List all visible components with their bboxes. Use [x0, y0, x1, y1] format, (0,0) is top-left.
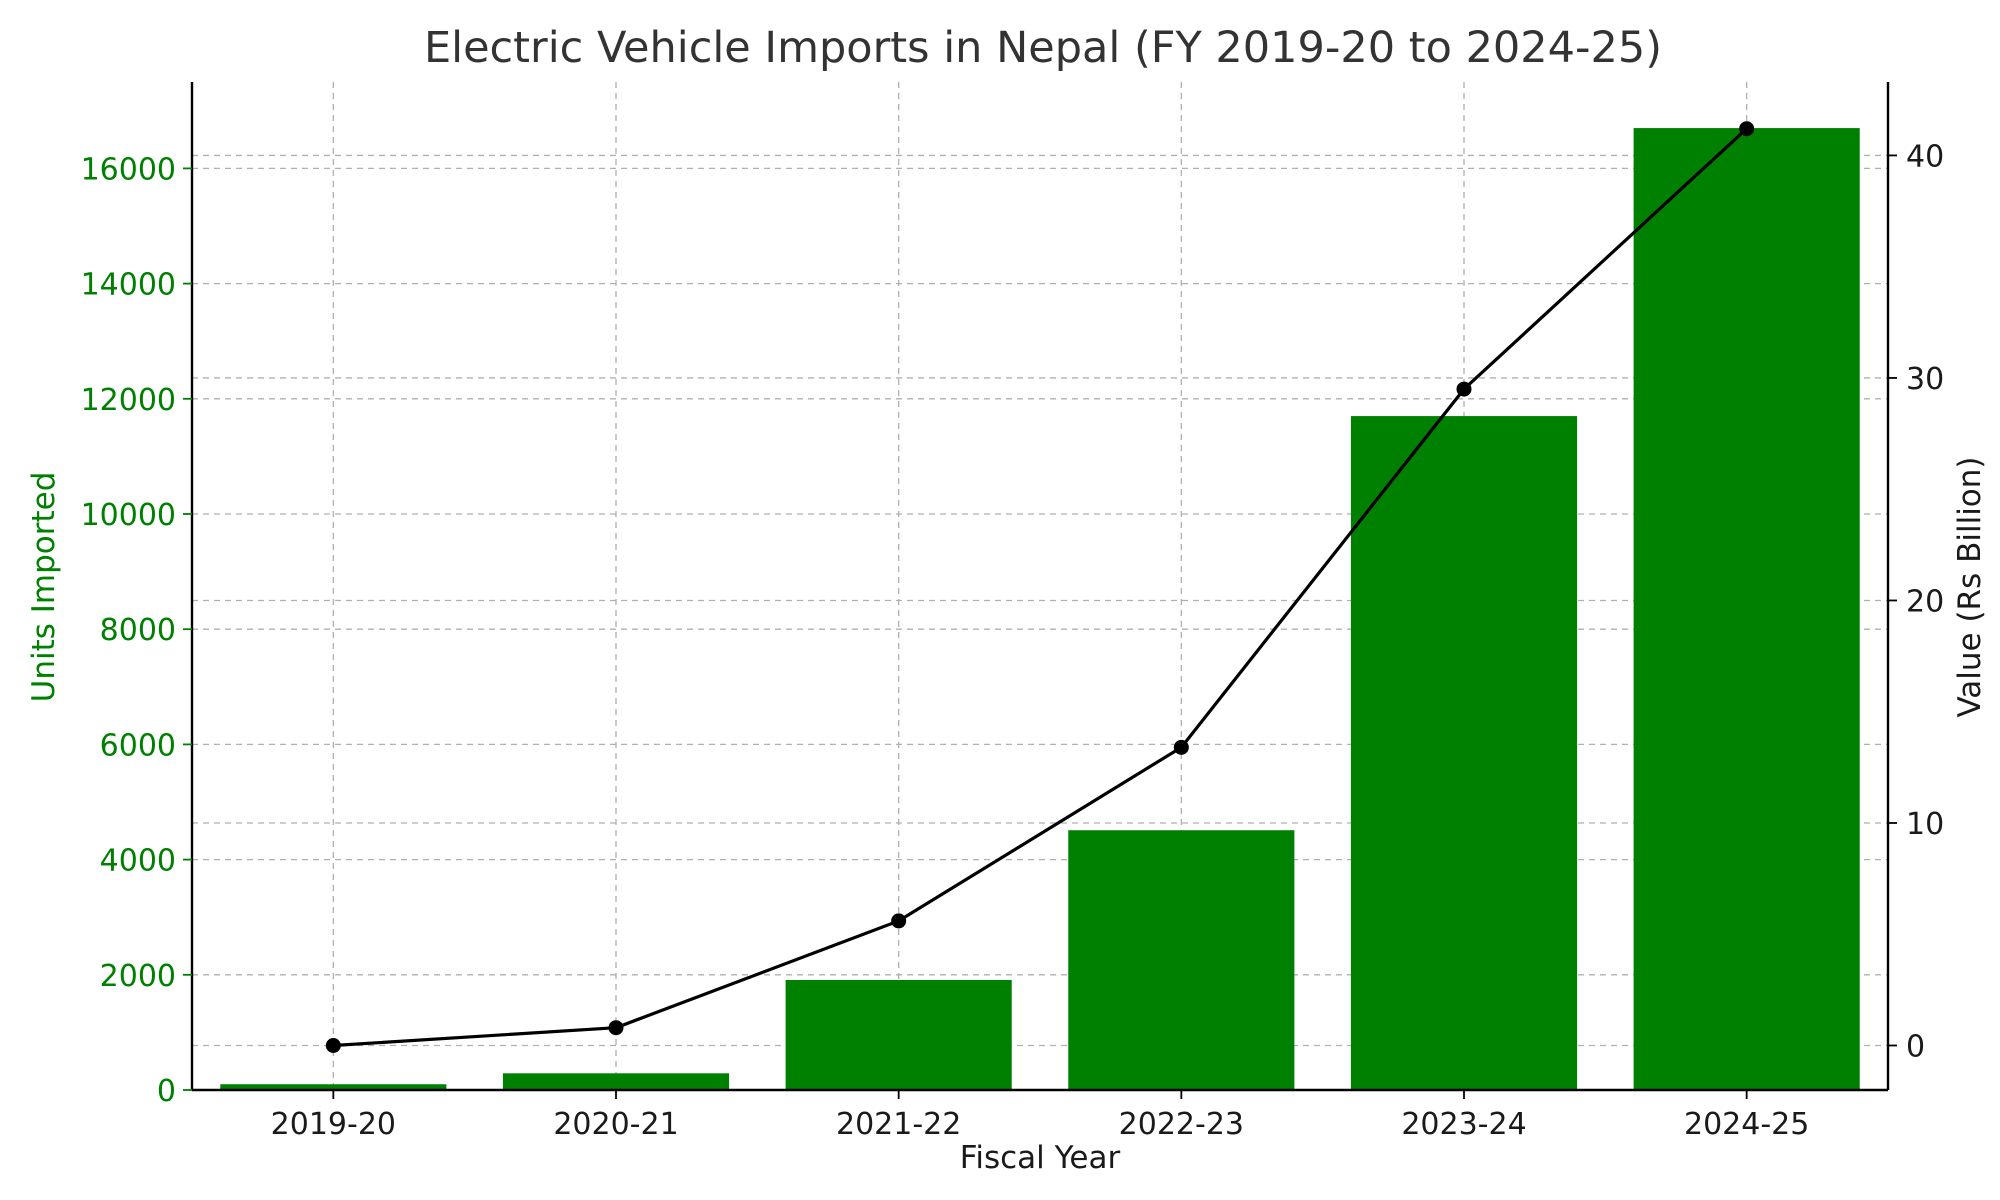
y-tick-label-right: 10 [1906, 807, 1944, 842]
x-tick-label: 2021-22 [836, 1107, 961, 1142]
x-tick-label: 2019-20 [271, 1107, 396, 1142]
x-tick-label: 2022-23 [1119, 1107, 1244, 1142]
bar-2019-20 [220, 1084, 447, 1090]
y-axis-left-title: Units Imported [26, 472, 62, 703]
value-point-2019-20 [325, 1037, 341, 1053]
axes: 2019-20 2020-21 2021-22 2022-23 2023-24 2024-… [81, 82, 1944, 1142]
bar-2022-23 [1068, 830, 1295, 1090]
bar-2021-22 [785, 979, 1012, 1090]
y-tick-label-left: 8000 [100, 613, 176, 648]
value-line [333, 127, 1748, 1048]
y-tick-label-right: 0 [1906, 1029, 1925, 1064]
y-tick-label-left: 6000 [100, 728, 176, 763]
value-point-2023-24 [1456, 381, 1472, 397]
y-tick-label-right: 20 [1906, 584, 1944, 619]
value-point-2021-22 [891, 913, 907, 929]
y-tick-label-left: 0 [157, 1074, 176, 1109]
x-tick-label: 2024-25 [1684, 1107, 1809, 1142]
bar-2024-25 [1633, 128, 1860, 1090]
bar-series [220, 128, 1860, 1091]
y-tick-label-left: 16000 [81, 152, 176, 187]
y-tick-label-right: 40 [1906, 139, 1944, 174]
chart-title: Electric Vehicle Imports in Nepal (FY 20… [424, 23, 1662, 73]
y-tick-label-left: 10000 [81, 498, 176, 533]
x-tick-label: 2023-24 [1401, 1107, 1526, 1142]
line-series [325, 121, 1755, 1053]
y-tick-label-left: 4000 [100, 844, 176, 879]
value-point-2022-23 [1173, 739, 1189, 755]
y-tick-label-left: 12000 [81, 383, 176, 418]
y-axis-right-title: Value (Rs Billion) [1952, 456, 1988, 717]
y-tick-label-right: 30 [1906, 362, 1944, 397]
x-tick-label: 2020-21 [553, 1107, 678, 1142]
bar-2020-21 [502, 1073, 730, 1090]
x-axis-title: Fiscal Year [960, 1140, 1121, 1176]
y-tick-label-left: 14000 [81, 268, 176, 303]
value-point-2024-25 [1739, 121, 1755, 137]
value-point-2020-21 [608, 1020, 624, 1036]
bar-2023-24 [1350, 416, 1578, 1091]
y-tick-label-left: 2000 [100, 959, 176, 994]
